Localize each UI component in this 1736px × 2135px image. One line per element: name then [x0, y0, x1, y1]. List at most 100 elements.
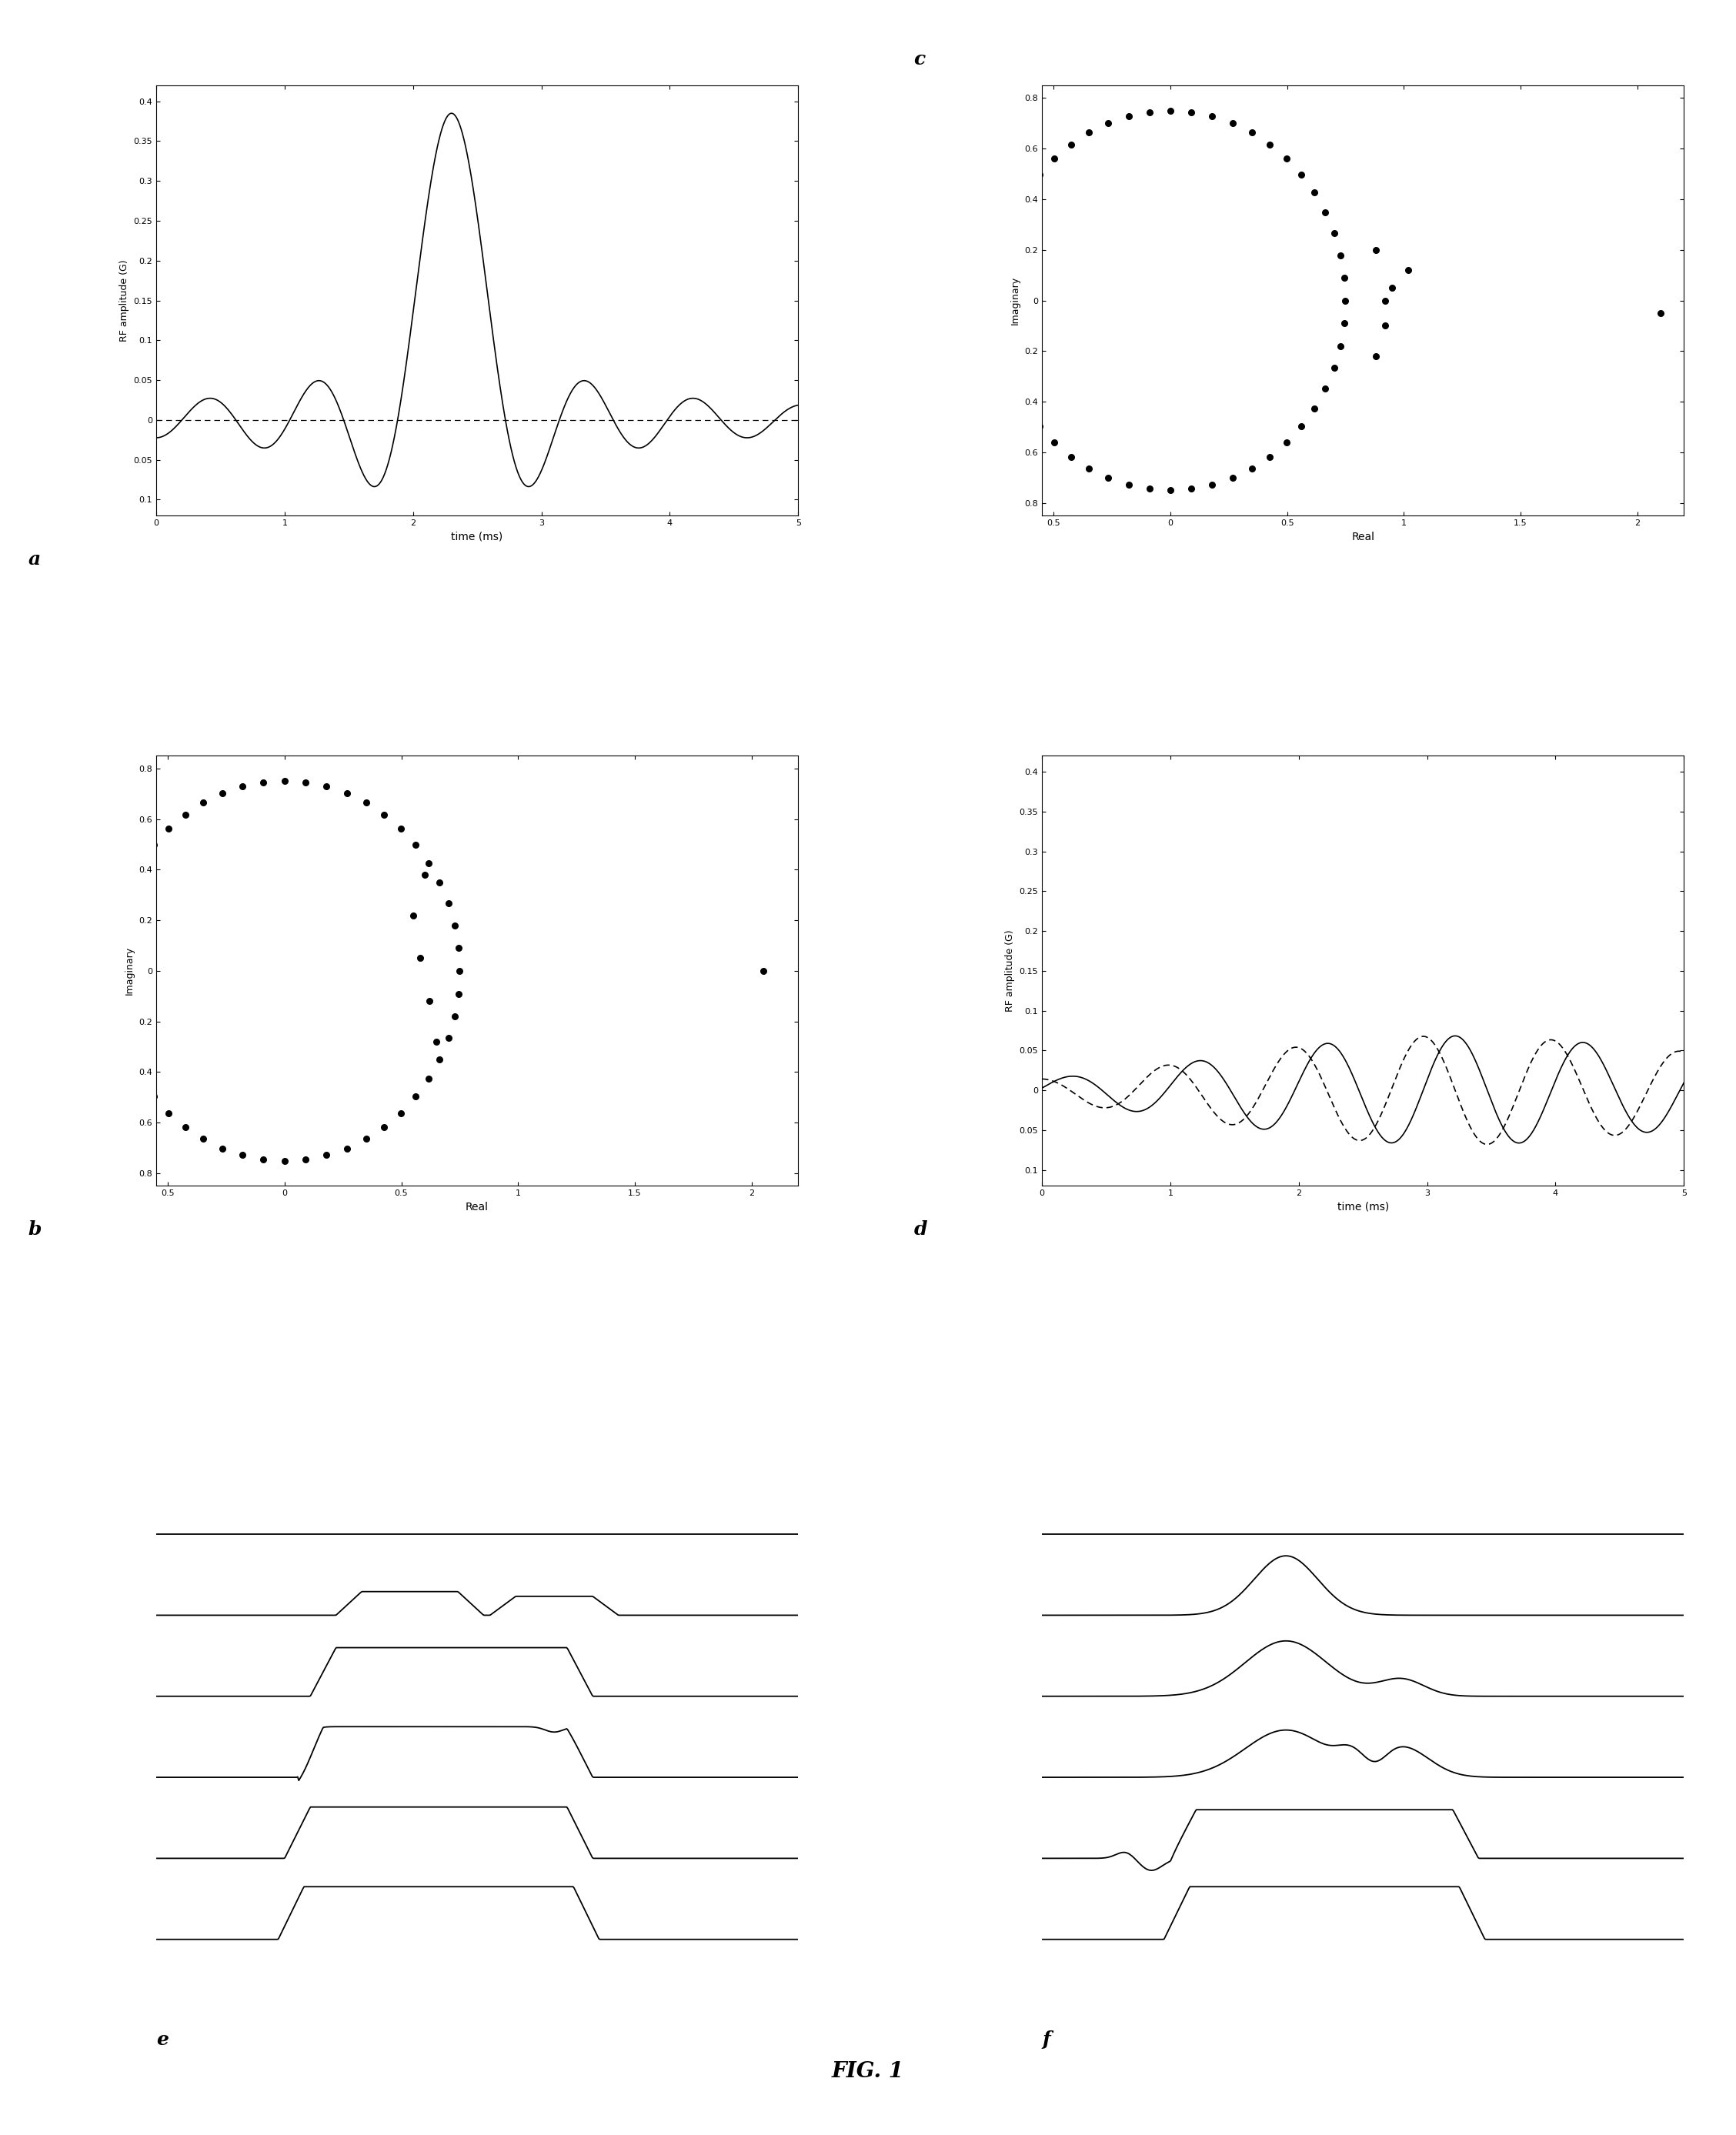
Point: [208, 777, 236, 811]
Point: [1332, 284, 1359, 318]
Point: [415, 984, 443, 1018]
Point: [292, 764, 319, 798]
Point: [1156, 474, 1184, 508]
Point: [1040, 425, 1068, 459]
X-axis label: time (ms): time (ms): [451, 532, 503, 542]
Point: [97, 931, 125, 965]
Point: [441, 907, 469, 942]
Point: [986, 237, 1014, 271]
Point: [1057, 128, 1085, 162]
Point: [101, 999, 128, 1033]
Point: [993, 216, 1021, 250]
Point: [1115, 468, 1142, 502]
Point: [1026, 410, 1054, 444]
Point: [1135, 96, 1163, 130]
Y-axis label: Imaginary: Imaginary: [1010, 275, 1021, 325]
Point: [1371, 310, 1399, 344]
Point: [1094, 461, 1121, 495]
Point: [139, 828, 167, 863]
Point: [116, 865, 144, 899]
Point: [155, 1095, 182, 1129]
Text: d: d: [913, 1221, 927, 1238]
Point: [444, 976, 472, 1010]
Point: [292, 1142, 319, 1176]
Point: [229, 769, 257, 803]
Point: [333, 1132, 361, 1166]
Point: [444, 931, 472, 965]
Point: [352, 1121, 380, 1155]
Point: [1238, 450, 1266, 485]
Point: [1135, 472, 1163, 506]
Point: [97, 976, 125, 1010]
Point: [1272, 141, 1300, 175]
Point: [250, 1142, 278, 1176]
Point: [1075, 450, 1102, 485]
Point: [127, 1061, 155, 1095]
Point: [189, 786, 217, 820]
Point: [127, 845, 155, 880]
Point: [1300, 391, 1328, 425]
Point: [1288, 158, 1316, 192]
Point: [446, 954, 474, 989]
Point: [1012, 175, 1040, 209]
Point: [387, 1095, 415, 1129]
Text: e: e: [156, 2030, 168, 2050]
Text: c: c: [913, 49, 925, 68]
Point: [1057, 440, 1085, 474]
Point: [981, 284, 1009, 318]
Point: [172, 798, 200, 833]
Point: [1371, 284, 1399, 318]
Point: [993, 350, 1021, 384]
Point: [1394, 254, 1422, 288]
Point: [1272, 425, 1300, 459]
Point: [406, 942, 434, 976]
Y-axis label: RF amplitude (G): RF amplitude (G): [120, 260, 128, 342]
Point: [1198, 98, 1226, 132]
X-axis label: Real: Real: [1351, 532, 1375, 542]
X-axis label: Real: Real: [465, 1202, 490, 1213]
Point: [1026, 158, 1054, 192]
Point: [312, 1138, 340, 1172]
Point: [229, 1138, 257, 1172]
Point: [172, 1110, 200, 1144]
Point: [1330, 305, 1358, 339]
Point: [1378, 271, 1406, 305]
Point: [1319, 350, 1347, 384]
Point: [1040, 141, 1068, 175]
Point: [1198, 468, 1226, 502]
Text: FIG. 1: FIG. 1: [832, 2060, 904, 2082]
Point: [1330, 260, 1358, 295]
Point: [387, 811, 415, 845]
Point: [401, 828, 429, 863]
Point: [1311, 371, 1338, 406]
Point: [415, 845, 443, 880]
Point: [370, 1110, 398, 1144]
Text: f: f: [1042, 2030, 1050, 2050]
Point: [1238, 115, 1266, 149]
Point: [986, 329, 1014, 363]
Point: [441, 999, 469, 1033]
Point: [415, 1061, 443, 1095]
Point: [333, 777, 361, 811]
Point: [189, 1121, 217, 1155]
Point: [1002, 194, 1029, 228]
Point: [1326, 329, 1354, 363]
Point: [1647, 297, 1675, 331]
Point: [116, 1042, 144, 1076]
Point: [425, 865, 453, 899]
Point: [312, 769, 340, 803]
Point: [271, 1144, 299, 1179]
Point: [411, 858, 439, 892]
Point: [108, 886, 135, 920]
Point: [425, 1042, 453, 1076]
Point: [1075, 115, 1102, 149]
Point: [1156, 94, 1184, 128]
Text: b: b: [28, 1221, 42, 1238]
Point: [155, 811, 182, 845]
Point: [1288, 410, 1316, 444]
Point: [1219, 107, 1246, 141]
Point: [1300, 175, 1328, 209]
Point: [1255, 128, 1283, 162]
Point: [1363, 233, 1391, 267]
Point: [983, 260, 1010, 295]
